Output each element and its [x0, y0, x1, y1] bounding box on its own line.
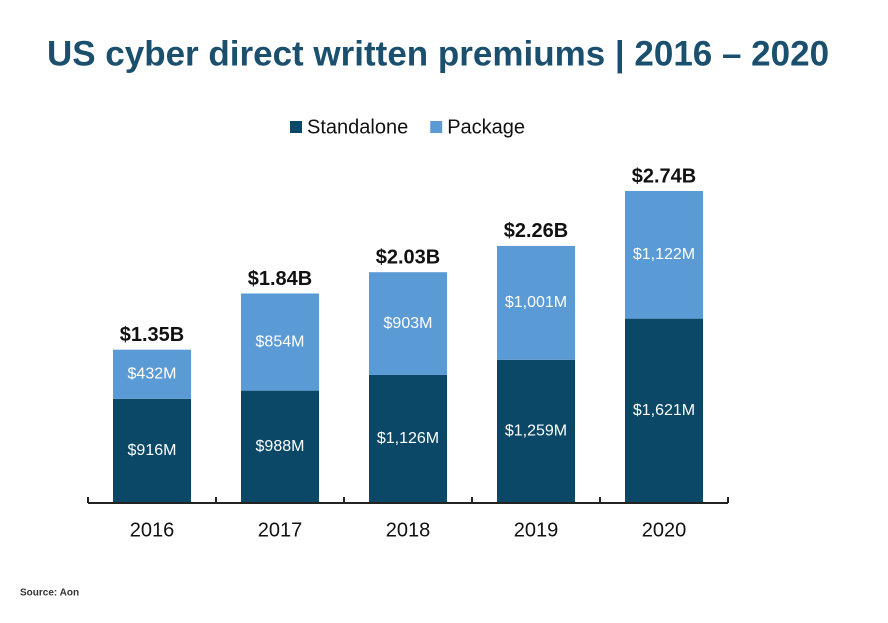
value-label: $432M [128, 365, 177, 382]
x-tick-label: 2016 [130, 519, 175, 541]
legend-label: Package [447, 116, 525, 138]
x-tick-label: 2018 [386, 519, 431, 541]
value-label: $1,122M [633, 246, 695, 263]
value-label: $1,621M [633, 402, 695, 419]
value-label: $1,259M [505, 423, 567, 440]
bar-segment [369, 374, 447, 503]
bar-segment [113, 398, 191, 503]
x-tick-label: 2017 [258, 519, 303, 541]
total-label: $2.03B [376, 246, 441, 268]
chart-title: US cyber direct written premiums | 2016 … [47, 34, 829, 73]
value-label: $903M [384, 315, 433, 332]
legend-swatch [430, 121, 443, 133]
total-label: $1.35B [120, 324, 185, 346]
x-tick-label: 2019 [514, 519, 559, 541]
total-label: $1.84B [248, 268, 313, 290]
bar-segment [497, 359, 575, 503]
bar-segment [241, 293, 319, 391]
total-label: $2.26B [504, 220, 569, 242]
bar-segment [113, 349, 191, 399]
value-label: $1,126M [377, 430, 439, 447]
value-label: $854M [256, 333, 305, 350]
source: Source: Aon [20, 588, 79, 599]
bar-segment [625, 191, 703, 319]
bar-segment [369, 272, 447, 375]
bar-segment [497, 245, 575, 360]
legend-label: Standalone [307, 116, 408, 138]
bar-segment [625, 318, 703, 503]
value-label: $916M [128, 442, 177, 459]
legend-swatch [290, 121, 302, 133]
bar-segment [241, 390, 319, 503]
value-label: $988M [256, 438, 305, 455]
value-label: $1,001M [505, 294, 567, 311]
x-tick-label: 2020 [642, 519, 687, 541]
total-label: $2.74B [632, 165, 697, 187]
